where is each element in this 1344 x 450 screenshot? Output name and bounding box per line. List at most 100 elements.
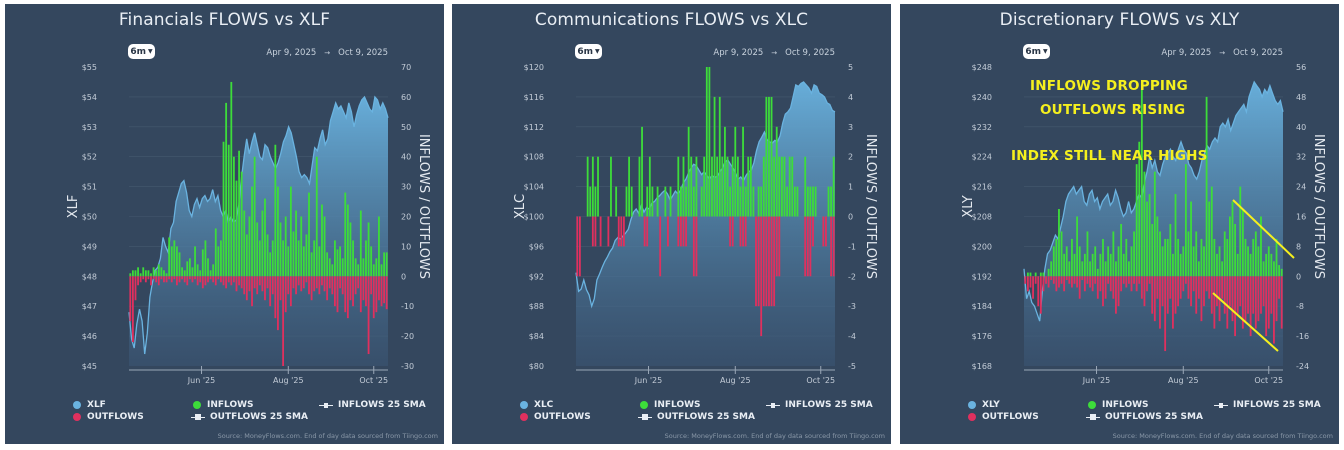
inflow-bar[interactable] bbox=[357, 264, 360, 277]
outflow-bar[interactable] bbox=[825, 216, 827, 247]
inflow-bar[interactable] bbox=[1130, 246, 1133, 277]
outflow-bar[interactable] bbox=[804, 216, 807, 277]
outflow-bar[interactable] bbox=[1045, 276, 1047, 284]
outflow-bar[interactable] bbox=[375, 276, 378, 313]
outflow-bar[interactable] bbox=[186, 276, 189, 286]
inflow-bar[interactable] bbox=[757, 186, 760, 217]
range-dropdown[interactable]: 6m ▼ bbox=[1023, 44, 1050, 59]
inflow-bar[interactable] bbox=[1192, 246, 1195, 277]
outflow-bar[interactable] bbox=[1192, 276, 1195, 292]
outflow-bar[interactable] bbox=[659, 216, 662, 277]
inflow-bar[interactable] bbox=[157, 264, 160, 277]
range-dropdown[interactable]: 6m ▼ bbox=[575, 44, 602, 59]
outflow-bar[interactable] bbox=[775, 216, 778, 277]
outflow-bar[interactable] bbox=[284, 276, 287, 313]
inflow-bar[interactable] bbox=[240, 171, 243, 277]
inflow-bar[interactable] bbox=[1275, 238, 1278, 277]
inflow-bar[interactable] bbox=[682, 156, 685, 217]
inflow-bar[interactable] bbox=[687, 126, 690, 217]
inflow-bar[interactable] bbox=[1120, 223, 1123, 277]
outflow-bar[interactable] bbox=[620, 216, 623, 247]
inflow-bar[interactable] bbox=[1234, 223, 1236, 277]
inflow-bar[interactable] bbox=[832, 156, 835, 217]
inflow-bar[interactable] bbox=[173, 240, 176, 277]
outflow-bar[interactable] bbox=[1234, 276, 1236, 337]
inflow-bar[interactable] bbox=[711, 156, 713, 217]
inflow-bar[interactable] bbox=[378, 216, 380, 277]
outflow-bar[interactable] bbox=[194, 276, 196, 280]
inflow-bar[interactable] bbox=[724, 126, 726, 217]
inflow-bar[interactable] bbox=[1273, 261, 1275, 277]
inflow-bar[interactable] bbox=[1042, 272, 1045, 277]
inflow-bar[interactable] bbox=[1239, 186, 1242, 277]
inflow-bar[interactable] bbox=[1104, 261, 1107, 277]
inflow-bar[interactable] bbox=[176, 246, 178, 277]
outflow-bar[interactable] bbox=[232, 276, 235, 283]
outflow-bar[interactable] bbox=[1254, 276, 1257, 329]
inflow-bar[interactable] bbox=[641, 126, 643, 217]
outflow-bar[interactable] bbox=[165, 276, 168, 283]
inflow-bar[interactable] bbox=[1244, 238, 1247, 277]
inflow-bar[interactable] bbox=[1208, 201, 1211, 277]
outflow-bar[interactable] bbox=[217, 276, 220, 280]
inflow-bar[interactable] bbox=[1172, 253, 1174, 277]
inflow-bar[interactable] bbox=[1096, 268, 1099, 277]
inflow-bar[interactable] bbox=[765, 96, 768, 217]
inflow-bar[interactable] bbox=[1159, 231, 1161, 277]
inflow-bar[interactable] bbox=[1094, 246, 1097, 277]
outflow-bar[interactable] bbox=[1252, 276, 1255, 314]
inflow-bar[interactable] bbox=[630, 186, 633, 217]
inflow-bar[interactable] bbox=[227, 144, 230, 277]
inflow-bar[interactable] bbox=[354, 258, 357, 277]
inflow-bar[interactable] bbox=[1052, 246, 1055, 277]
inflow-bar[interactable] bbox=[731, 156, 734, 217]
inflow-bar[interactable] bbox=[253, 156, 256, 277]
inflow-bar[interactable] bbox=[773, 156, 776, 217]
inflow-bar[interactable] bbox=[383, 252, 386, 277]
inflow-bar[interactable] bbox=[736, 156, 739, 217]
inflow-bar[interactable] bbox=[1221, 261, 1224, 277]
outflow-bar[interactable] bbox=[230, 276, 233, 286]
outflow-bar[interactable] bbox=[646, 216, 649, 247]
inflow-bar[interactable] bbox=[1140, 89, 1143, 277]
inflow-bar[interactable] bbox=[199, 270, 202, 277]
inflow-bar[interactable] bbox=[346, 204, 349, 277]
outflow-bar[interactable] bbox=[308, 276, 310, 295]
inflow-bar[interactable] bbox=[178, 252, 181, 277]
inflow-bar[interactable] bbox=[220, 240, 222, 277]
inflow-bar[interactable] bbox=[326, 252, 329, 277]
outflow-bar[interactable] bbox=[310, 276, 313, 301]
outflow-bar[interactable] bbox=[1039, 276, 1042, 314]
inflow-bar[interactable] bbox=[248, 216, 251, 277]
inflow-bar[interactable] bbox=[318, 246, 321, 277]
inflow-bar[interactable] bbox=[762, 156, 765, 217]
inflow-bar[interactable] bbox=[721, 156, 724, 217]
inflow-bar[interactable] bbox=[380, 264, 383, 277]
inflow-bar[interactable] bbox=[1086, 231, 1089, 277]
outflow-bar[interactable] bbox=[1029, 276, 1032, 288]
inflow-bar[interactable] bbox=[1050, 261, 1053, 277]
inflow-bar[interactable] bbox=[331, 264, 334, 277]
legend-item-outflows[interactable]: OUTFLOWS bbox=[520, 412, 591, 422]
outflow-bar[interactable] bbox=[599, 216, 602, 247]
inflow-bar[interactable] bbox=[277, 186, 279, 277]
inflow-bar[interactable] bbox=[1231, 201, 1234, 277]
inflow-bar[interactable] bbox=[129, 273, 132, 277]
outflow-bar[interactable] bbox=[300, 276, 303, 292]
inflow-bar[interactable] bbox=[1039, 272, 1042, 277]
outflow-bar[interactable] bbox=[1205, 276, 1208, 292]
outflow-bar[interactable] bbox=[1094, 276, 1097, 284]
inflow-bar[interactable] bbox=[705, 67, 708, 217]
outflow-bar[interactable] bbox=[1055, 276, 1058, 292]
outflow-bar[interactable] bbox=[1210, 276, 1213, 314]
outflow-bar[interactable] bbox=[1280, 276, 1283, 329]
inflow-bar[interactable] bbox=[1029, 272, 1032, 277]
outflow-bar[interactable] bbox=[225, 276, 228, 289]
outflow-bar[interactable] bbox=[692, 216, 695, 277]
inflow-bar[interactable] bbox=[292, 231, 295, 277]
inflow-bar[interactable] bbox=[1091, 253, 1094, 277]
inflow-bar[interactable] bbox=[1236, 253, 1239, 277]
outflow-bar[interactable] bbox=[1265, 276, 1268, 337]
outflow-bar[interactable] bbox=[1130, 276, 1133, 292]
inflow-bar[interactable] bbox=[258, 240, 261, 277]
